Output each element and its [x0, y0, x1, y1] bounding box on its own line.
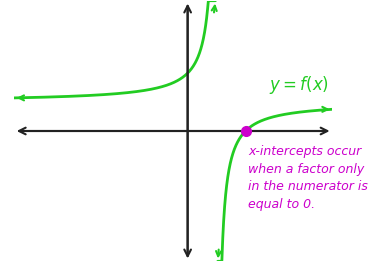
Text: x-intercepts occur
when a factor only
in the numerator is
equal to 0.: x-intercepts occur when a factor only in… — [248, 145, 368, 211]
Text: $y = f(x)$: $y = f(x)$ — [269, 74, 328, 96]
